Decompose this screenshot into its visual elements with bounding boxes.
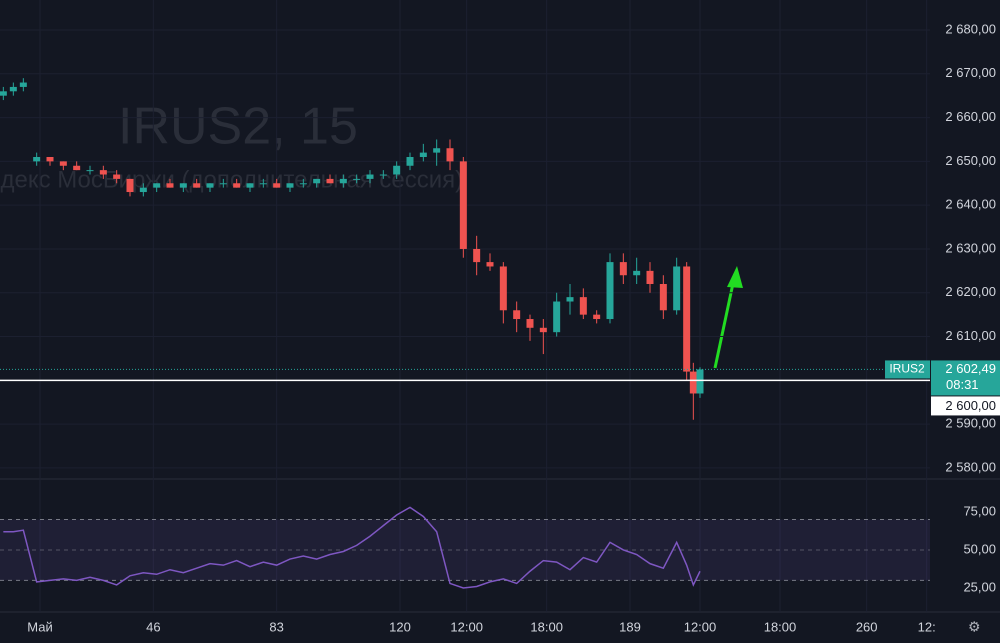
candle-body — [19, 82, 27, 87]
candle-body — [326, 178, 334, 184]
candle-body — [206, 183, 214, 188]
candle-body — [179, 183, 187, 188]
x-tick-label: 189 — [619, 619, 641, 634]
y-tick-label: 2 630,00 — [945, 240, 996, 255]
symbol-tag — [885, 360, 930, 379]
candle-body — [553, 301, 561, 333]
candle-body — [33, 156, 41, 162]
candle-body — [339, 178, 347, 184]
x-tick-label: 18:00 — [530, 619, 563, 634]
rsi-line — [3, 506, 701, 589]
candle-body — [126, 178, 134, 193]
candle-body — [539, 327, 547, 333]
hline-label: 2 600,00 — [945, 398, 996, 413]
candle-body — [659, 283, 667, 311]
x-tick-label: 18:00 — [764, 619, 797, 634]
candle-body — [9, 86, 17, 92]
candle-body — [273, 183, 281, 188]
candle-body — [219, 183, 227, 185]
x-tick-label: Май — [27, 619, 52, 634]
countdown-label: 08:31 — [946, 377, 979, 392]
candle-body — [259, 183, 267, 185]
candle-body — [313, 178, 321, 184]
arrow-line — [713, 273, 737, 369]
y-tick-label: 2 620,00 — [945, 284, 996, 299]
watermark-subtitle: Индекс МосБиржи (дополнительная сессия) — [0, 166, 463, 193]
candle-body — [406, 156, 414, 166]
candle-body — [59, 161, 67, 166]
y-tick-label: 2 610,00 — [945, 328, 996, 343]
y-tick-label: 2 640,00 — [945, 197, 996, 212]
arrow-head — [727, 266, 743, 288]
x-tick-label: 260 — [856, 619, 878, 634]
candle-body — [566, 297, 574, 302]
y-tick-label: 2 680,00 — [945, 21, 996, 36]
y-tick-label: 2 650,00 — [945, 153, 996, 168]
symbol-label: IRUS2 — [889, 362, 925, 376]
y-tick-label: 2 660,00 — [945, 109, 996, 124]
candle-body — [486, 262, 494, 267]
last-price-label: 2 602,49 — [945, 361, 996, 376]
candle-body — [419, 152, 427, 157]
candle-body — [166, 183, 174, 188]
candle-body — [379, 174, 387, 176]
y-tick-label: 2 580,00 — [945, 459, 996, 474]
candle-body — [696, 369, 704, 394]
candle-body — [579, 297, 587, 315]
candle-body — [299, 183, 307, 185]
y-tick-label: 25,00 — [963, 579, 996, 594]
candle-body — [139, 187, 147, 193]
x-tick-label: 12:00 — [684, 619, 717, 634]
candle-body — [246, 183, 254, 188]
candle-body — [689, 371, 697, 394]
y-tick-label: 50,00 — [963, 541, 996, 556]
candle-body — [683, 266, 691, 372]
candle-body — [73, 165, 81, 171]
candle-body — [606, 262, 614, 320]
candle-body — [433, 148, 441, 153]
last-price-tag — [931, 360, 1000, 396]
y-tick-label: 2 670,00 — [945, 65, 996, 80]
candle-body — [286, 183, 294, 188]
candle-body — [46, 156, 54, 162]
candle-body — [393, 165, 401, 175]
candle-body — [193, 183, 201, 188]
candle-body — [99, 170, 107, 175]
candle-body — [353, 178, 361, 180]
candle-body — [593, 314, 601, 320]
candle-body — [0, 91, 7, 96]
candle-body — [633, 270, 641, 276]
candle-body — [366, 174, 374, 179]
candle-body — [619, 262, 627, 276]
candle-body — [473, 248, 481, 263]
settings-icon[interactable]: ⚙ — [968, 619, 981, 635]
candle-body — [153, 183, 161, 188]
candle-body — [646, 270, 654, 284]
candle-body — [499, 266, 507, 311]
candle-body — [526, 319, 534, 328]
candle-body — [513, 310, 521, 320]
candle-body — [446, 148, 454, 162]
x-tick-label: 83 — [269, 619, 283, 634]
x-tick-label: 120 — [389, 619, 411, 634]
candle-body — [459, 161, 467, 249]
candle-body — [113, 174, 121, 179]
watermark-title: IRUS2, 15 — [118, 98, 358, 156]
y-tick-label: 2 590,00 — [945, 416, 996, 431]
candle-body — [86, 170, 94, 172]
x-tick-label: 12: — [918, 619, 936, 634]
candle-body — [233, 183, 241, 188]
x-tick-label: 46 — [146, 619, 160, 634]
hline-tag — [931, 396, 1000, 416]
y-tick-label: 75,00 — [963, 503, 996, 518]
candle-body — [673, 266, 681, 311]
x-tick-label: 12:00 — [450, 619, 483, 634]
